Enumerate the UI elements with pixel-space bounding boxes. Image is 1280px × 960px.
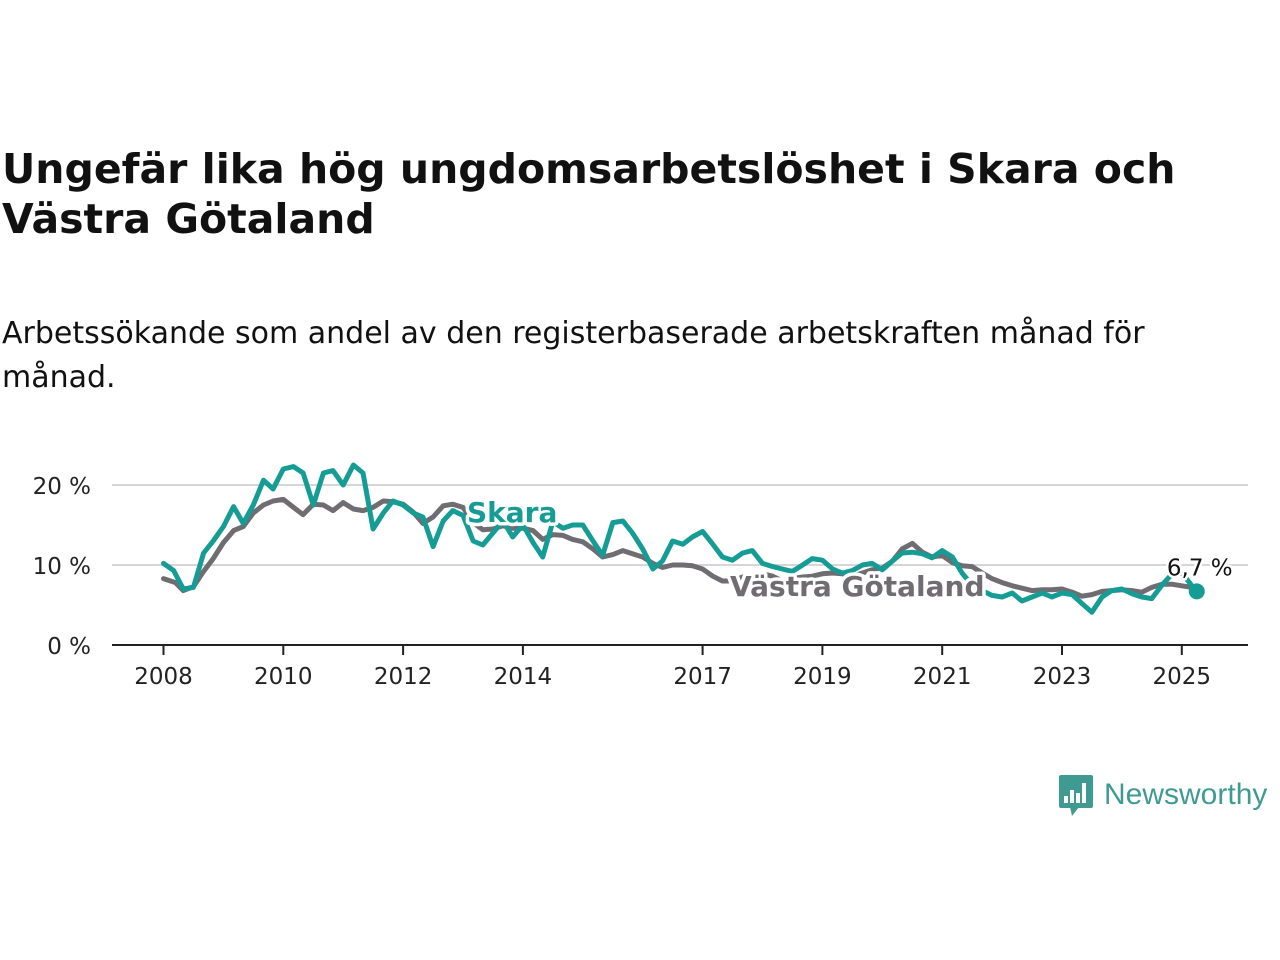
x-tick-label: 2014: [494, 664, 553, 690]
x-tick-label: 2019: [793, 664, 852, 690]
x-tick-label: 2021: [913, 664, 972, 690]
axes: 0 % 10 % 20 % 2008 2010 2012 2014 2017 2019 2021 2…: [33, 474, 1248, 690]
y-tick-label: 20 %: [33, 474, 91, 500]
last-value-dot: [1188, 583, 1205, 600]
newsworthy-logo: Newsworthy: [1058, 772, 1267, 818]
series-label-vastra-gotaland: Västra Götaland: [730, 570, 985, 603]
x-tick-label: 2012: [374, 664, 433, 690]
last-value-label: 6,7 %: [1167, 555, 1233, 581]
bar-chart-speech-bubble-icon: [1059, 775, 1093, 816]
x-tick-label: 2023: [1033, 664, 1092, 690]
x-tick-label: 2010: [254, 664, 313, 690]
series-lines: [161, 462, 1200, 615]
chart-title: Ungefär lika hög ungdomsarbetslöshet i S…: [2, 145, 1176, 243]
series-labels: Västra Götaland Skara 6,7 %: [464, 493, 1236, 607]
chart-subtitle: Arbetssökande som andel av den registerb…: [2, 316, 1145, 395]
y-tick-label: 0 %: [47, 634, 91, 660]
brand-name: Newsworthy: [1104, 778, 1268, 811]
x-tick-label: 2025: [1153, 664, 1212, 690]
series-label-skara: Skara: [467, 496, 557, 529]
x-tick-label: 2017: [673, 664, 732, 690]
x-tick-label: 2008: [134, 664, 193, 690]
gridlines: [112, 484, 1248, 566]
series-line-v-stra-g-taland: [161, 496, 1200, 599]
series-line-skara: [161, 462, 1200, 615]
y-tick-label: 10 %: [33, 554, 91, 580]
